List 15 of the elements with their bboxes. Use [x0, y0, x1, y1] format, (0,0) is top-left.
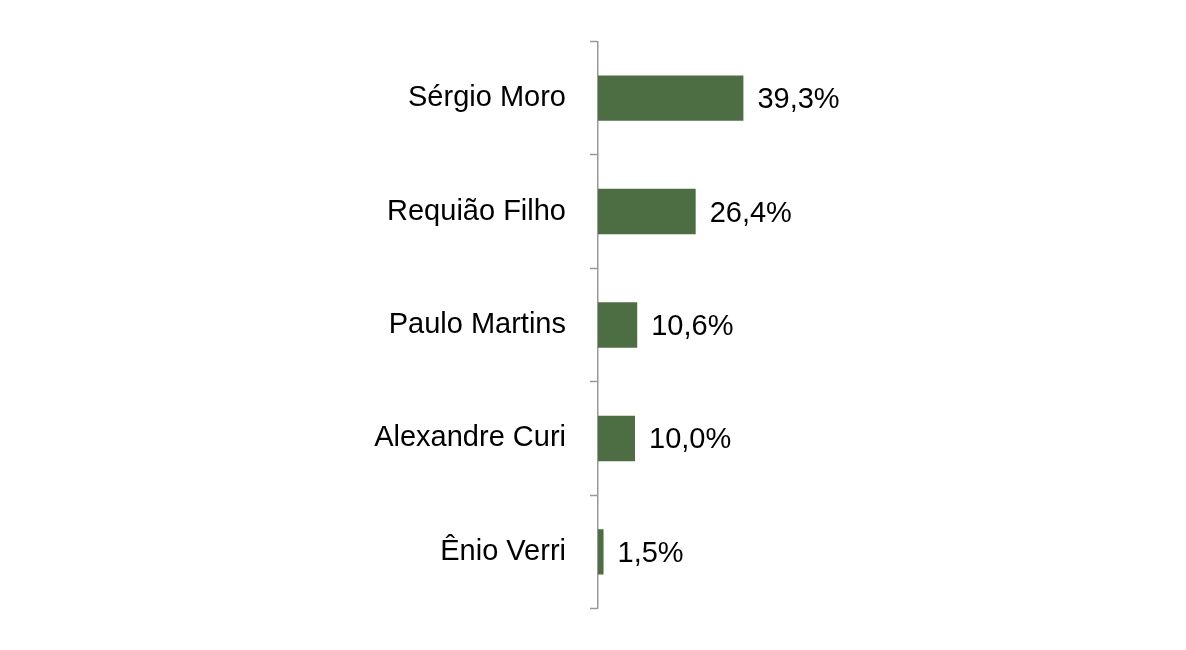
bar: [598, 302, 638, 348]
data-label: 10,0%: [649, 422, 732, 455]
data-label: 1,5%: [617, 535, 684, 568]
y-tick-label: Requião Filho: [387, 193, 566, 226]
data-label: 26,4%: [709, 195, 792, 228]
y-tick-label: Paulo Martins: [388, 307, 566, 339]
data-label: 39,3%: [757, 82, 840, 115]
bar: [598, 75, 744, 121]
bar: [598, 415, 635, 462]
bar: [598, 188, 696, 235]
y-tick-label: Sérgio Moro: [408, 80, 566, 113]
y-tick-label: Ênio Verri: [440, 533, 566, 566]
data-label: 10,6%: [651, 309, 734, 341]
bar: [598, 529, 604, 575]
y-tick-label: Alexandre Curi: [374, 420, 566, 453]
